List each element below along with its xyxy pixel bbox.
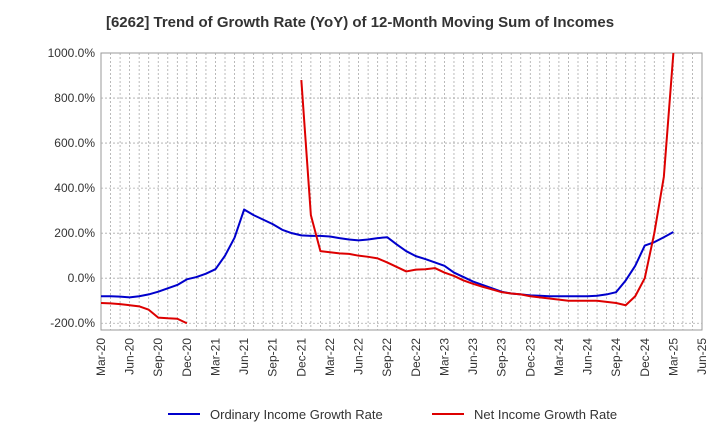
- x-tick-label: Dec-24: [638, 338, 652, 377]
- x-tick-label: Sep-22: [380, 338, 394, 377]
- y-tick-label: 0.0%: [68, 271, 96, 285]
- x-tick-label: Sep-24: [609, 338, 623, 377]
- y-tick-label: 800.0%: [54, 91, 95, 105]
- x-tick-label: Jun-25: [695, 338, 709, 375]
- x-tick-label: Sep-21: [266, 338, 280, 377]
- series-line-1: [300, 53, 675, 307]
- x-tick-label: Sep-20: [151, 338, 165, 377]
- series-line-1: [101, 301, 188, 325]
- x-tick-label: Jun-23: [466, 338, 480, 375]
- chart-title: [6262] Trend of Growth Rate (YoY) of 12-…: [105, 14, 615, 31]
- x-tick-label: Sep-23: [495, 338, 509, 377]
- y-tick-label: 200.0%: [54, 226, 95, 240]
- x-tick-label: Dec-20: [180, 338, 194, 377]
- axis-layer: -200.0% 0.0% 200.0% 400.0% 600.0% 800.0% 1000.…: [48, 46, 709, 377]
- y-tick-label: 1000.0%: [48, 46, 96, 60]
- x-tick-label: Jun-22: [352, 338, 366, 375]
- legend: Ordinary Income Growth Rate Net Income Gr…: [168, 407, 617, 422]
- plot-area: [100, 52, 703, 331]
- x-tick-label: Dec-23: [523, 338, 537, 377]
- legend-label-0: Ordinary Income Growth Rate: [210, 407, 383, 422]
- x-tick-label: Mar-22: [323, 338, 337, 376]
- x-tick-label: Dec-21: [294, 338, 308, 377]
- x-tick-label: Dec-22: [409, 338, 423, 377]
- y-tick-label: 600.0%: [54, 136, 95, 150]
- x-tick-label: Mar-25: [666, 338, 680, 376]
- grid-layer: [100, 52, 703, 331]
- x-tick-label: Mar-24: [552, 338, 566, 376]
- x-tick-label: Jun-21: [237, 338, 251, 375]
- y-tick-label: -200.0%: [50, 316, 95, 330]
- legend-label-1: Net Income Growth Rate: [474, 407, 617, 422]
- x-tick-label: Mar-21: [208, 338, 222, 376]
- series-line-0: [101, 208, 674, 299]
- x-tick-label: Jun-24: [581, 338, 595, 375]
- x-tick-label: Jun-20: [123, 338, 137, 375]
- x-tick-label: Mar-20: [94, 338, 108, 376]
- series-layer: [101, 53, 675, 325]
- y-tick-label: 400.0%: [54, 181, 95, 195]
- x-tick-label: Mar-23: [437, 338, 451, 376]
